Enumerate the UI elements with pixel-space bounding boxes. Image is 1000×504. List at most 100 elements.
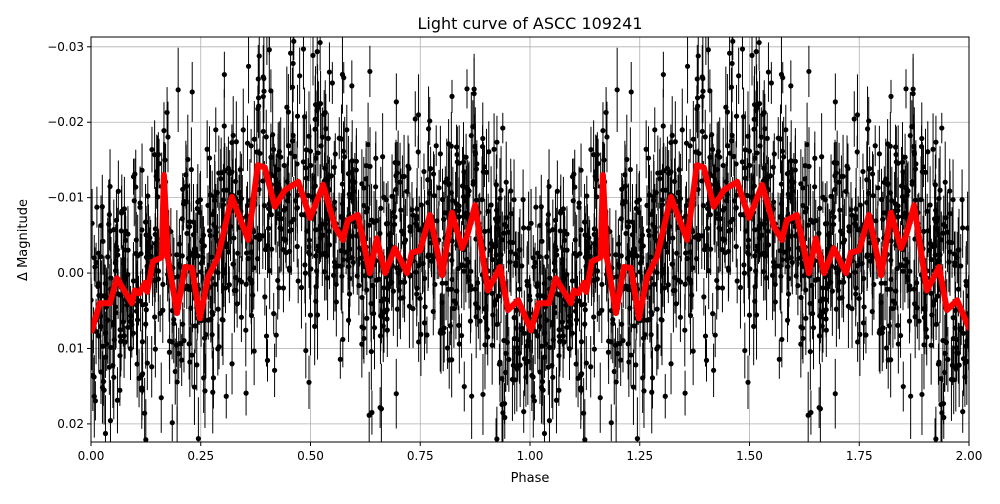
data-point [152,314,158,320]
data-point [869,171,876,177]
data-point [824,220,830,227]
data-point [427,118,433,124]
data-point [485,334,491,340]
data-point [224,244,230,250]
data-point [855,263,861,269]
data-point [806,68,812,75]
data-point [451,305,457,312]
data-point [733,113,740,119]
data-point [294,205,300,211]
data-point [107,228,113,234]
data-point [810,219,816,225]
data-point [804,141,810,148]
data-point [754,150,760,156]
data-point [708,246,714,252]
data-point [169,420,175,426]
data-point [539,343,545,349]
data-point [938,375,944,382]
data-point [705,205,711,212]
data-point [530,374,536,380]
data-point [940,337,946,344]
data-point [935,361,942,367]
data-point [682,390,688,396]
data-point [779,148,786,154]
data-point [456,207,462,213]
data-point [94,204,100,210]
data-point [855,339,861,345]
data-point [238,195,245,202]
data-point [416,227,422,233]
data-point [503,179,509,185]
data-point [120,319,126,325]
data-point [553,247,559,253]
data-point [421,168,427,175]
data-point [706,22,711,27]
data-point [248,143,254,149]
data-point [449,93,455,99]
data-point [849,212,855,218]
data-point [195,253,201,259]
data-point [532,259,538,266]
data-point [107,418,114,424]
data-point [812,184,818,190]
data-point [461,383,467,390]
data-point [251,136,257,142]
data-point [379,314,385,320]
data-point [551,260,558,266]
data-point [229,139,235,146]
data-point [695,236,702,243]
data-point [887,286,893,292]
data-point [866,118,872,124]
data-point [655,170,661,176]
data-point [406,303,413,309]
data-point [480,391,486,398]
data-point [202,388,208,394]
data-point [597,395,603,401]
data-point [271,367,278,373]
data-point [297,73,303,79]
data-point [582,321,588,327]
data-point [340,336,346,343]
data-point [653,190,659,196]
data-point [919,391,925,398]
data-point [288,150,294,156]
data-point [832,391,838,397]
data-point [579,371,585,377]
data-point [483,169,490,175]
data-point [637,269,643,275]
data-point [622,172,628,178]
data-point [646,192,653,198]
data-point [539,238,545,244]
data-point [456,160,462,166]
data-point [851,116,857,122]
data-point [501,400,508,407]
data-point [439,299,445,306]
data-point [846,228,852,234]
data-point [638,237,644,243]
y-tick-label: 0.02 [57,417,84,431]
data-point [701,294,707,300]
data-point [176,241,183,247]
data-point [91,297,94,303]
data-point [745,379,751,385]
data-point [495,226,501,232]
data-point [315,248,321,254]
data-point [550,337,556,343]
data-point [280,285,287,291]
data-point [541,280,547,287]
data-point [951,377,957,383]
x-tick-label: 0.00 [78,449,105,463]
data-point [291,38,297,44]
data-point [677,314,684,320]
data-point [888,93,894,99]
data-point [125,324,131,330]
data-point [339,181,345,187]
data-point [690,136,696,142]
data-point [777,214,783,220]
data-point [820,296,826,302]
data-point [952,262,958,269]
data-point [365,141,371,148]
data-point [803,315,809,321]
data-point [845,303,852,309]
data-point [290,132,296,138]
